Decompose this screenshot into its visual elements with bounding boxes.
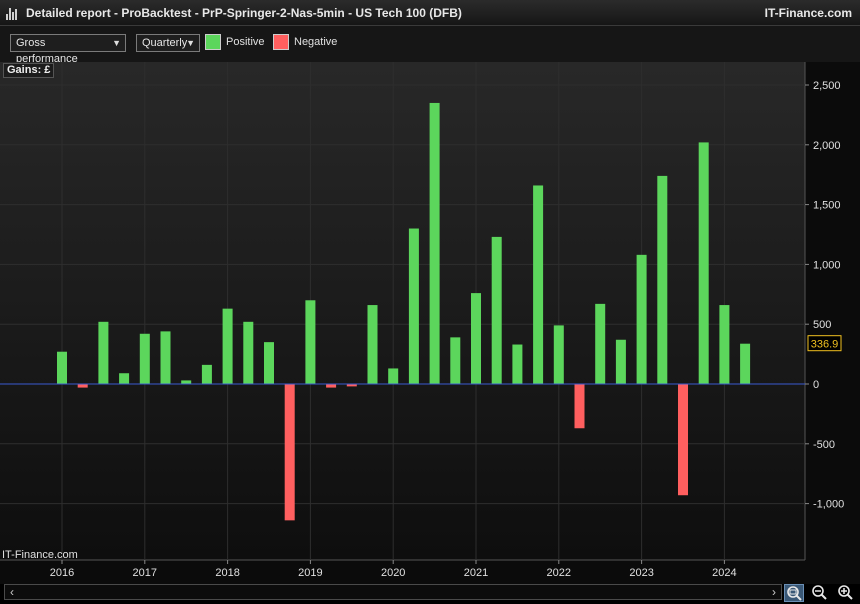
zoom-fit-icon xyxy=(787,586,802,601)
bar-2017-q3[interactable] xyxy=(181,380,192,384)
bar-2023-q3[interactable] xyxy=(678,384,688,496)
bar-2019-q3[interactable] xyxy=(346,384,357,387)
bar-2023-q4[interactable] xyxy=(698,142,709,384)
y-tick-label: 1,500 xyxy=(813,200,841,212)
bar-2022-q3[interactable] xyxy=(595,303,606,384)
x-tick-label: 2023 xyxy=(629,567,653,579)
metric-select[interactable]: Gross performance ▼ xyxy=(10,34,126,65)
last-value-label: 336.9 xyxy=(811,339,839,351)
title-bar: Detailed report - ProBacktest - PrP-Spri… xyxy=(0,0,860,26)
bar-2019-q1[interactable] xyxy=(305,300,316,384)
y-tick-label: -500 xyxy=(813,439,835,451)
scroll-left-arrow[interactable]: ‹ xyxy=(10,585,14,599)
bar-2018-q2[interactable] xyxy=(243,321,254,384)
bar-2016-q3[interactable] xyxy=(98,321,109,384)
zoom-in-button[interactable] xyxy=(836,584,856,602)
x-tick-label: 2019 xyxy=(298,567,322,579)
legend-positive-swatch[interactable] xyxy=(205,34,221,50)
x-tick-label: 2017 xyxy=(133,567,157,579)
period-select-value: Quarterly xyxy=(142,37,188,49)
y-axis-unit-label: Gains: £ xyxy=(3,63,55,78)
bar-2018-q3[interactable] xyxy=(264,342,274,384)
bar-2020-q1[interactable] xyxy=(388,368,399,384)
legend-negative-swatch[interactable] xyxy=(273,34,289,50)
bar-2021-q4[interactable] xyxy=(533,185,544,384)
watermark: IT-Finance.com xyxy=(2,549,78,561)
y-tick-label: 500 xyxy=(813,319,831,331)
bar-2016-q2[interactable] xyxy=(77,384,88,388)
period-select[interactable]: Quarterly ▼ xyxy=(136,34,200,52)
bar-2022-q1[interactable] xyxy=(553,325,564,384)
chevron-down-icon: ▼ xyxy=(112,38,121,48)
bar-2022-q4[interactable] xyxy=(615,339,626,384)
x-tick-label: 2021 xyxy=(464,567,488,579)
y-tick-label: -1,000 xyxy=(813,499,844,511)
brand-name: IT-Finance.com xyxy=(764,6,852,20)
chevron-down-icon: ▼ xyxy=(186,38,195,48)
bar-2024-q1[interactable] xyxy=(719,305,730,384)
bar-2018-q1[interactable] xyxy=(222,308,233,384)
bar-2021-q2[interactable] xyxy=(491,236,502,384)
bar-2021-q3[interactable] xyxy=(512,344,523,384)
x-tick-label: 2016 xyxy=(50,567,74,579)
bar-2023-q2[interactable] xyxy=(657,175,668,384)
bar-2017-q4[interactable] xyxy=(201,364,212,384)
bar-2016-q4[interactable] xyxy=(119,373,130,384)
x-tick-label: 2022 xyxy=(547,567,571,579)
zoom-in-icon xyxy=(838,585,853,600)
x-tick-label: 2018 xyxy=(215,567,239,579)
toolbar: Gross performance ▼ Quarterly ▼ Positive… xyxy=(0,26,860,65)
chart-area: 2,500 2,000 1,500 1,000 500 0 -500 -1,000 2016 2… xyxy=(0,62,860,604)
y-tick-label: 2,000 xyxy=(813,140,841,152)
bar-2022-q2[interactable] xyxy=(574,384,585,429)
x-tick-label: 2024 xyxy=(712,567,736,579)
zoom-fit-button[interactable] xyxy=(784,584,804,602)
last-value-badge xyxy=(807,335,842,352)
horizontal-scrollbar[interactable]: ‹ › xyxy=(4,584,782,600)
metric-select-value: Gross performance xyxy=(16,37,78,65)
zoom-out-icon xyxy=(812,585,827,600)
bar-2020-q3[interactable] xyxy=(429,102,440,384)
bar-2016-q1[interactable] xyxy=(57,351,67,384)
bar-2020-q4[interactable] xyxy=(450,337,461,384)
y-tick-label: 2,500 xyxy=(813,80,841,92)
chart-app-icon xyxy=(6,6,20,20)
scroll-right-arrow[interactable]: › xyxy=(772,585,776,599)
y-tick-label: 0 xyxy=(813,379,819,391)
bar-2023-q1[interactable] xyxy=(636,254,647,384)
y-tick-label: 1,000 xyxy=(813,259,841,271)
window-title: Detailed report - ProBacktest - PrP-Spri… xyxy=(26,5,462,20)
bar-2020-q2[interactable] xyxy=(408,228,419,384)
legend-negative-label: Negative xyxy=(294,36,338,48)
bar-2021-q1[interactable] xyxy=(471,293,481,384)
bar-2018-q4[interactable] xyxy=(284,384,295,521)
x-tick-label: 2020 xyxy=(381,567,405,579)
zoom-out-button[interactable] xyxy=(810,584,830,602)
bar-2024-q2[interactable] xyxy=(740,343,751,384)
x-axis-background xyxy=(0,560,860,584)
bar-2017-q2[interactable] xyxy=(160,331,171,384)
bar-2019-q2[interactable] xyxy=(326,384,337,388)
bar-2019-q4[interactable] xyxy=(367,305,378,384)
y-axis-background xyxy=(805,62,860,560)
legend-positive-label: Positive xyxy=(226,36,265,48)
bar-chart: 2,500 2,000 1,500 1,000 500 0 -500 -1,000 2016 2… xyxy=(0,62,860,584)
bar-2017-q1[interactable] xyxy=(139,333,150,384)
